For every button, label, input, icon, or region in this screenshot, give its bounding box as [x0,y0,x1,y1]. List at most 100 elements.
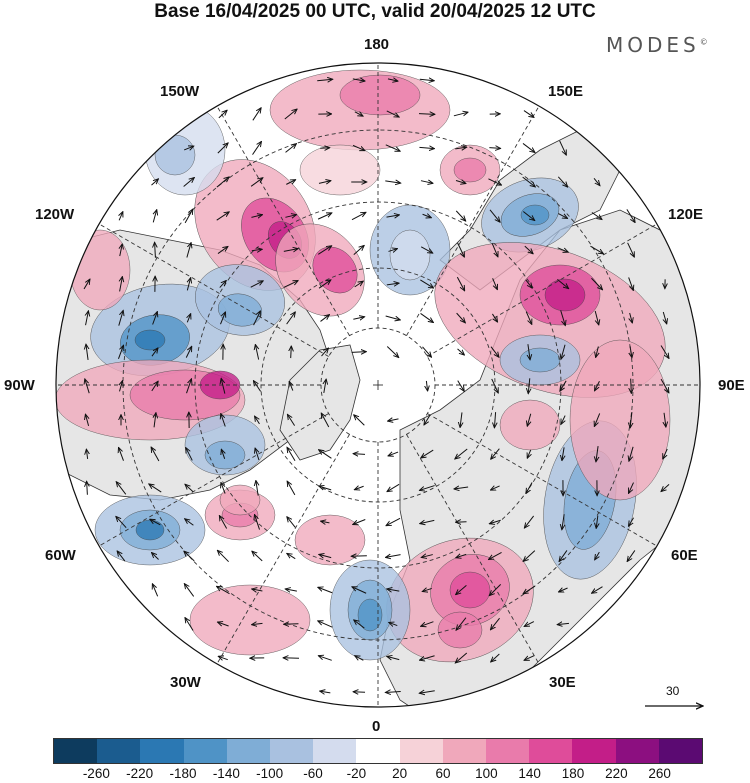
wind-vector-arrow [83,279,90,290]
colorbar-tick-label: -260 [82,766,110,781]
wind-vector-arrow [456,584,467,594]
colorbar-cell [226,739,271,763]
wind-vector-arrow [491,242,498,257]
wind-vector-arrow [352,79,365,81]
wind-vector-arrow [557,247,569,252]
colorbar-cell [270,739,314,763]
wind-vector-arrow [151,553,159,560]
wind-vector-arrow [221,449,224,459]
wind-vector-arrow [251,215,262,218]
wind-vector-arrow [630,346,632,357]
wind-vector-arrow [527,449,531,458]
wind-vector-arrow [457,380,465,392]
wind-vector-arrow [85,379,90,394]
wind-vector-arrow [528,344,530,360]
wind-vector-arrow [286,312,296,325]
lon-label-60e: 60E [671,547,698,564]
colorbar-cell [140,739,184,763]
brand-mark: © [699,37,708,47]
anomaly-contour [520,204,550,226]
wind-vector-arrow [560,310,566,325]
wind-vector-arrow [385,555,401,558]
wind-vector-arrow [559,140,567,155]
wind-vector-arrow [283,249,298,252]
wind-vector-arrow [119,447,124,461]
wind-vector-arrow [422,588,432,591]
colorbar-cell [442,739,487,763]
lon-label-150e: 150E [548,83,584,100]
wind-vector-arrow [627,242,635,257]
wind-vector-arrow [184,584,195,597]
wind-vector-arrow [216,177,229,188]
wind-vector-arrow [184,209,193,224]
wind-vector-arrow [594,413,601,426]
wind-vector-arrow [388,249,398,252]
wind-vector-arrow [562,514,564,530]
colorbar-tick-label: 20 [392,766,408,781]
wind-vector-arrow [354,620,365,629]
wind-vector-arrow [321,413,330,428]
wind-vector-arrow [116,516,127,529]
colorbar-cell [399,739,443,763]
colorbar-tick-label: 100 [475,766,498,781]
lon-label-150w: 150W [160,83,200,100]
wind-vector-arrow [626,209,635,222]
colorbar-tick-label: -20 [346,766,367,781]
wind-vector-arrow [627,550,636,561]
wind-vector-arrow [152,584,159,597]
wind-vector-arrow [256,480,258,496]
wind-vector-arrow [149,484,162,493]
wind-vector-arrow [561,415,565,425]
wind-vector-arrow [453,112,468,117]
wind-vector-arrow [118,345,123,359]
wind-vector-arrow [186,243,191,258]
wind-vector-arrow [561,344,566,359]
wind-vector-arrow [151,447,160,462]
colorbar-cell [54,739,98,763]
wind-vector-arrow [523,585,536,594]
wind-vector-arrow [289,381,293,391]
wind-vector-arrow [119,212,123,221]
colorbar-tick-label: -180 [169,766,197,781]
wind-vector-arrow [285,144,297,153]
wind-vector-arrow [217,586,230,595]
wind-vector-arrow [151,381,158,392]
wind-vector-arrow [317,213,332,220]
wind-vector-arrow [252,589,263,591]
wind-vector-arrow [522,211,534,220]
wind-vector-arrow [252,141,262,155]
wind-vector-arrow [591,212,602,219]
wind-vector-arrow [185,484,194,493]
wind-vector-arrow [185,617,194,631]
wind-vector-arrow [524,515,535,528]
colorbar-tick-label: -100 [256,766,284,781]
wind-vector-arrow [221,414,226,427]
wind-vector-arrow [351,352,367,353]
wind-vector-arrow [596,346,599,358]
wind-vector-arrow [250,178,263,187]
wind-vector-arrow [319,554,332,557]
wind-vector-arrow [456,554,467,557]
reference-vector-label: 30 [666,684,680,698]
wind-vector-arrow [560,380,567,391]
wind-vector-arrow [321,521,330,523]
wind-vector-arrow [285,215,296,218]
wind-vector-arrow [386,110,399,117]
wind-vector-arrow [557,176,567,187]
wind-vector-arrow [219,280,226,288]
colorbar-ticks: -260 -220 -180 -140 -100 -60 -20 20 60 100 140 180 2… [53,766,703,782]
wind-vector-arrow [318,587,333,594]
wind-vector-arrow [353,245,364,255]
colorbar-cell [529,739,573,763]
wind-vector-arrow [320,148,330,149]
wind-vector-arrow [255,344,258,360]
wind-vector-arrow [86,311,89,326]
wind-vector-arrow [253,381,262,392]
wind-vector-arrow [318,621,333,628]
wind-vector-arrow [320,691,331,693]
wind-vector-arrow [419,655,435,660]
wind-vector-arrow [117,551,126,562]
colorbar-cell [97,739,141,763]
wind-vector-arrow [385,181,400,183]
wind-vector-arrow [420,313,434,322]
